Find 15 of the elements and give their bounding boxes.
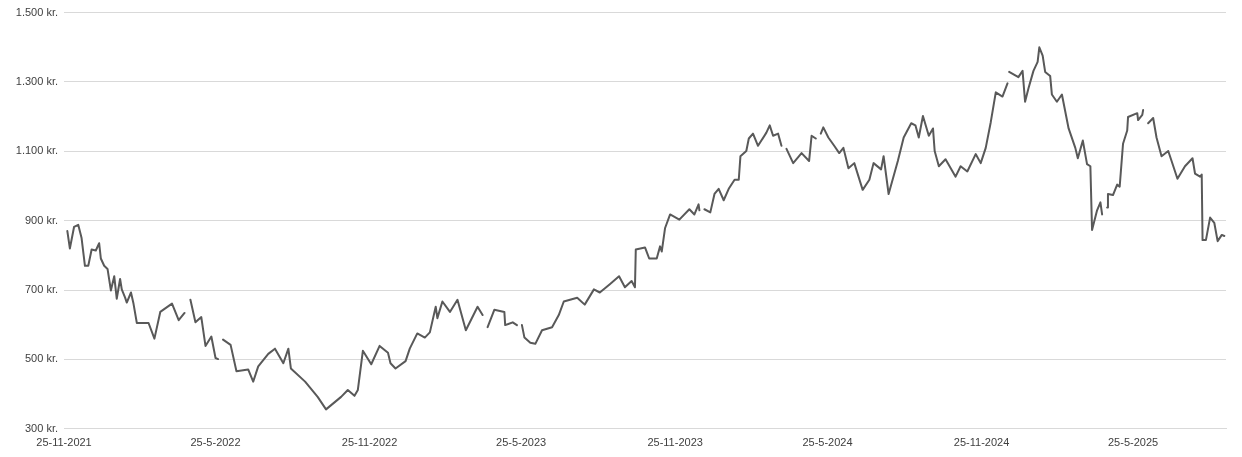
x-tick-label: 25-5-2025 <box>1108 436 1159 449</box>
x-tick-label: 25-11-2023 <box>647 436 703 449</box>
x-tick-label: 25-5-2024 <box>802 436 853 449</box>
y-tick-label: 1.100 kr. <box>15 144 58 157</box>
x-tick-label: 25-11-2022 <box>341 436 398 449</box>
y-tick-label: 500 kr. <box>24 352 58 365</box>
x-tick-label: 25-11-2024 <box>953 436 1010 449</box>
y-tick-label: 1.300 kr. <box>15 75 58 87</box>
y-tick-label: 700 kr. <box>24 283 58 296</box>
y-tick-label: 300 kr. <box>24 421 58 434</box>
x-tick-label: 25-11-2021 <box>36 436 92 449</box>
x-tick-label: 25-5-2022 <box>190 436 241 449</box>
x-tick-label: 25-5-2023 <box>496 436 547 449</box>
y-tick-label: 1.500 kr. <box>15 5 58 18</box>
y-tick-label: 900 kr. <box>24 213 58 226</box>
